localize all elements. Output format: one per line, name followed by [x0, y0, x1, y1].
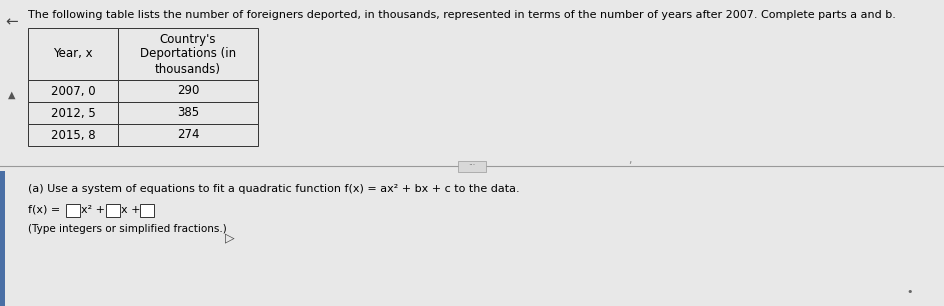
Text: Country's
Deportations (in
thousands): Country's Deportations (in thousands) [140, 32, 236, 76]
Bar [28, 102, 118, 124]
Bar [118, 124, 258, 146]
Text: 385: 385 [177, 106, 199, 120]
Bar [28, 124, 118, 146]
Bar [66, 203, 80, 217]
Text: 2012, 5: 2012, 5 [51, 106, 95, 120]
Bar [0, 171, 5, 306]
Bar [118, 28, 258, 80]
Text: x² +: x² + [81, 205, 105, 215]
Text: ▷: ▷ [226, 232, 235, 244]
Text: ···: ··· [468, 162, 476, 170]
Bar [118, 80, 258, 102]
Bar [458, 161, 486, 171]
Text: ▲: ▲ [8, 90, 16, 100]
Text: •: • [907, 287, 913, 297]
Text: (Type integers or simplified fractions.): (Type integers or simplified fractions.) [28, 224, 227, 234]
Bar [28, 80, 118, 102]
Text: ,: , [629, 155, 632, 165]
Text: Year, x: Year, x [53, 47, 93, 61]
Text: 2007, 0: 2007, 0 [51, 84, 95, 98]
Bar [118, 102, 258, 124]
Text: (a) Use a system of equations to fit a quadratic function f(x) = ax² + bx + c to: (a) Use a system of equations to fit a q… [28, 184, 519, 194]
Text: x +: x + [121, 205, 141, 215]
Text: 290: 290 [177, 84, 199, 98]
Bar [106, 203, 120, 217]
Bar [140, 203, 154, 217]
Bar [28, 28, 118, 80]
Text: The following table lists the number of foreigners deported, in thousands, repre: The following table lists the number of … [28, 10, 896, 20]
Text: 2015, 8: 2015, 8 [51, 129, 95, 141]
Text: f(x) =: f(x) = [28, 205, 60, 215]
Text: 274: 274 [177, 129, 199, 141]
Text: ←: ← [6, 14, 18, 29]
